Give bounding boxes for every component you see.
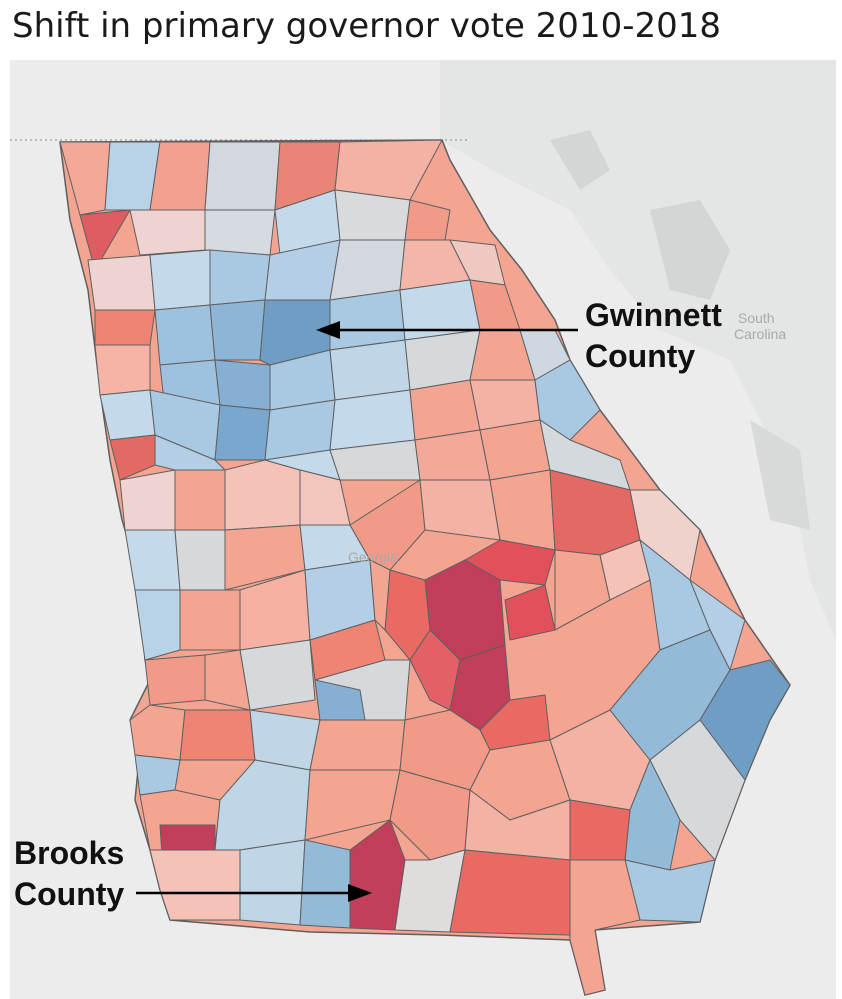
county[interactable] (149, 249, 211, 311)
neighbor-state-label: Carolina (734, 326, 786, 342)
annotation-brooks-line1: Brooks (14, 835, 124, 871)
county[interactable] (239, 839, 306, 926)
arrow-gwinnett (316, 321, 578, 339)
county[interactable] (87, 254, 156, 311)
county[interactable] (174, 469, 226, 531)
county[interactable] (349, 479, 426, 571)
state-label: Georgia (348, 549, 398, 565)
county[interactable] (649, 719, 746, 861)
county[interactable] (464, 539, 556, 586)
county[interactable] (149, 141, 211, 211)
county[interactable] (154, 304, 216, 366)
county[interactable] (539, 419, 631, 491)
county[interactable] (449, 849, 571, 936)
county[interactable] (629, 489, 701, 581)
county[interactable] (79, 209, 131, 271)
county[interactable] (489, 469, 556, 551)
county[interactable] (99, 389, 156, 441)
choropleth-map[interactable]: South Carolina (10, 60, 836, 999)
county[interactable] (209, 299, 266, 361)
county[interactable] (479, 419, 551, 481)
county[interactable] (204, 141, 281, 211)
county[interactable] (144, 654, 206, 706)
county[interactable] (94, 309, 156, 346)
county[interactable] (129, 209, 206, 256)
county[interactable] (309, 719, 406, 771)
county[interactable] (129, 704, 186, 761)
county[interactable] (204, 209, 276, 256)
county[interactable] (224, 459, 301, 531)
county[interactable] (94, 344, 151, 396)
water-body (750, 420, 810, 530)
map-title: Shift in primary governor vote 2010-2018 (12, 6, 722, 46)
arrow-brooks (136, 884, 372, 902)
water-body (550, 130, 610, 190)
county[interactable] (134, 754, 181, 796)
county[interactable] (534, 359, 601, 441)
county[interactable] (409, 379, 481, 441)
county[interactable] (569, 859, 641, 996)
county[interactable] (119, 469, 176, 531)
county[interactable] (419, 479, 501, 541)
county[interactable] (569, 799, 631, 861)
annotation-brooks-line2: County (14, 876, 124, 912)
annotation-gwinnett-line2: County (585, 338, 695, 374)
county[interactable] (124, 529, 181, 591)
county[interactable] (369, 559, 391, 631)
county[interactable] (179, 589, 241, 651)
county[interactable] (299, 839, 351, 929)
county[interactable] (174, 529, 226, 591)
annotation-gwinnett-line1: Gwinnett (585, 297, 722, 333)
water-body (650, 200, 730, 300)
county[interactable] (179, 709, 256, 761)
county[interactable] (239, 639, 316, 711)
county[interactable] (209, 249, 271, 306)
neighbor-state-label: South (738, 310, 775, 326)
county[interactable] (214, 404, 271, 461)
neighbor-state-area (440, 60, 836, 640)
county[interactable] (214, 359, 271, 411)
county[interactable] (329, 339, 411, 401)
